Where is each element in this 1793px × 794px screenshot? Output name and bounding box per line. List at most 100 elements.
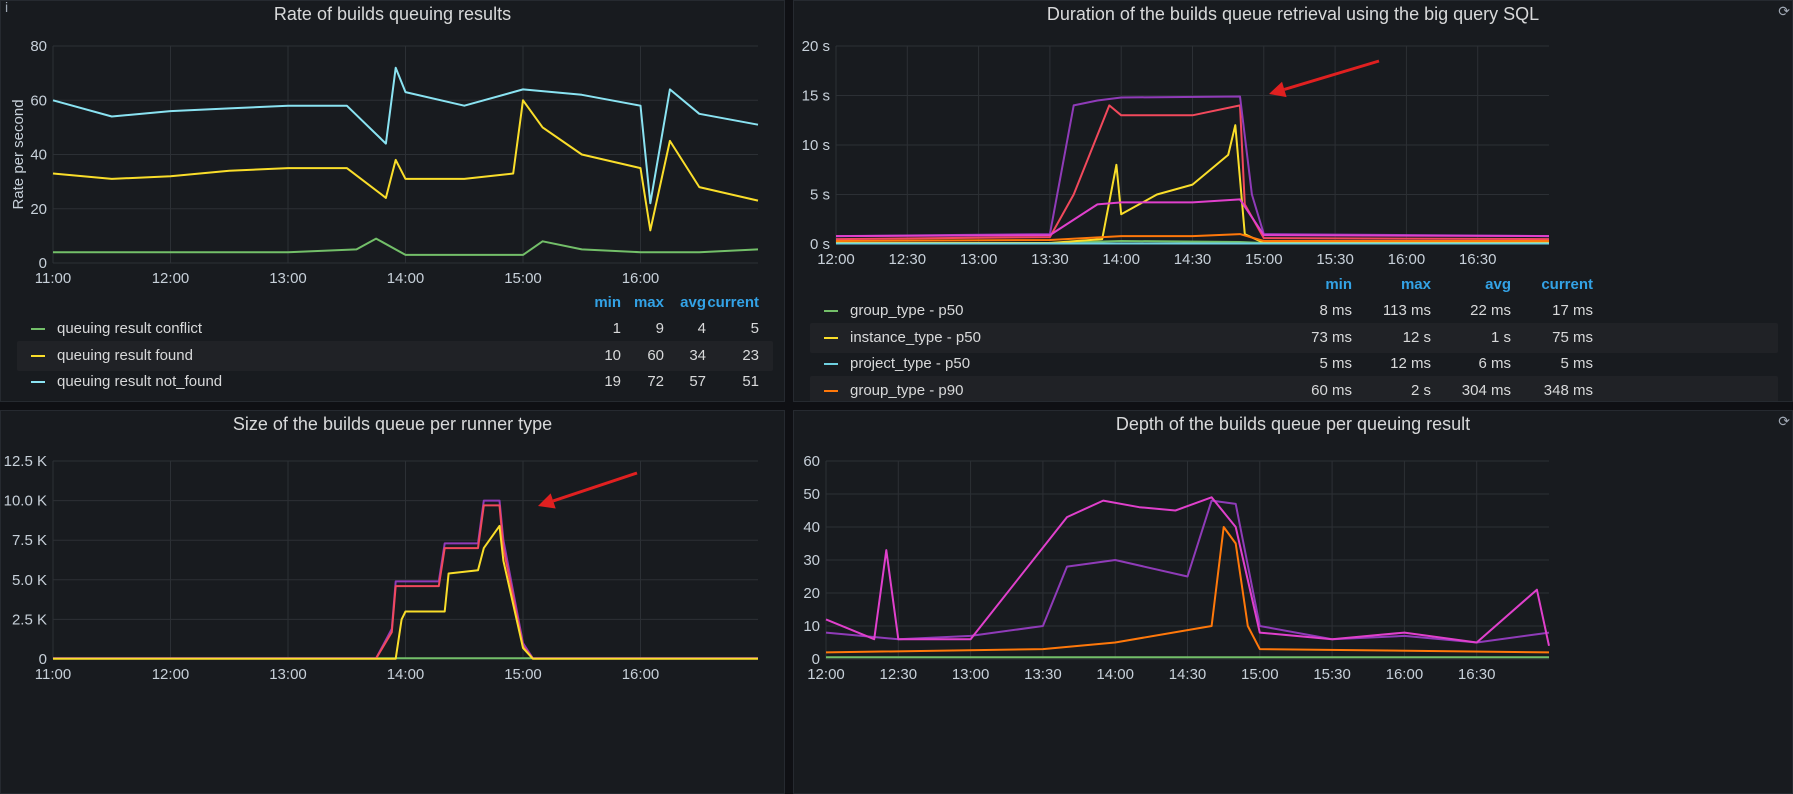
legend-header-min[interactable]: min [1325, 276, 1352, 293]
legend-row[interactable]: group_type - p50 8 ms 113 ms 22 ms 17 ms [810, 296, 1778, 326]
refresh-icon[interactable]: ⟳ [1778, 413, 1790, 429]
x-tick-label: 16:00 [1388, 251, 1426, 268]
legend-value-current: 75 ms [1552, 328, 1593, 346]
legend-value-current: 23 [742, 346, 759, 364]
legend-value-current: 348 ms [1543, 381, 1593, 399]
legend-color-swatch [31, 354, 45, 357]
panel-title[interactable]: Duration of the builds queue retrieval u… [1046, 4, 1540, 24]
legend-series-name[interactable]: queuing result not_found [57, 373, 223, 390]
legend-series-name[interactable]: group_type - p50 [850, 302, 964, 319]
y-tick-label: 0 [39, 651, 47, 668]
x-tick-label: 15:00 [1241, 666, 1279, 683]
legend-series-name[interactable]: queuing result found [57, 346, 193, 364]
legend-row[interactable]: instance_type - p50 73 ms 12 s 1 s 75 ms [810, 322, 1778, 353]
series-line[interactable] [53, 524, 758, 660]
x-tick-label: 15:30 [1313, 666, 1351, 683]
x-tick-label: 12:00 [152, 666, 190, 683]
panel-title[interactable]: Rate of builds queuing results [273, 4, 512, 24]
legend-header-current[interactable]: current [707, 294, 759, 311]
y-tick-label: 40 [30, 147, 47, 164]
y-tick-label: 40 [803, 519, 820, 536]
legend-color-swatch [31, 328, 45, 330]
chart-queue-depth: 0 10 20 30 40 50 60 12:00 12:30 13:00 13:30 14:00 14… [803, 453, 1550, 683]
legend-value-current: 5 ms [1560, 355, 1593, 372]
x-tick-label: 14:30 [1169, 666, 1207, 683]
x-tick-label: 12:30 [880, 666, 918, 683]
legend-color-swatch [824, 389, 838, 392]
panel-queue-size: Size of the builds queue per runner type… [0, 410, 785, 794]
legend-row[interactable]: project_type - p50 5 ms 12 ms 6 ms 5 ms [810, 349, 1778, 379]
y-tick-label: 20 s [802, 38, 830, 55]
x-tick-label: 14:00 [387, 270, 425, 287]
y-axis-label: Rate per second [10, 99, 27, 209]
legend-value-current: 5 [750, 320, 759, 337]
legend-series-name[interactable]: group_type - p90 [850, 381, 964, 399]
legend-series-name[interactable]: instance_type - p50 [850, 328, 981, 346]
y-tick-label: 0 [812, 651, 820, 668]
legend-value-max: 60 [647, 346, 664, 364]
legend-value-max: 72 [647, 373, 664, 390]
series-line[interactable] [53, 237, 759, 256]
x-tick-label: 16:00 [1386, 666, 1424, 683]
info-icon[interactable]: i [5, 0, 9, 15]
legend-header-max[interactable]: max [1400, 276, 1431, 293]
y-tick-label: 0 [39, 255, 47, 272]
legend-value-min: 10 [604, 346, 621, 364]
series-line[interactable] [825, 496, 1550, 647]
legend-value-min: 73 ms [1311, 328, 1352, 346]
legend-header-max[interactable]: max [633, 294, 664, 311]
legend-header-avg[interactable]: avg [1485, 276, 1511, 293]
y-tick-label: 5.0 K [12, 572, 47, 589]
legend-value-max: 12 s [1402, 328, 1431, 346]
series-line[interactable] [825, 499, 1550, 644]
series-line[interactable] [52, 99, 759, 232]
series-line[interactable] [52, 66, 759, 205]
legend-series-name[interactable]: project_type - p50 [850, 355, 971, 372]
x-tick-label: 11:00 [35, 666, 71, 683]
legend-value-min: 60 ms [1311, 381, 1352, 399]
series-line[interactable] [835, 233, 1549, 242]
x-tick-label: 16:00 [622, 270, 660, 287]
legend-value-max: 113 ms [1382, 302, 1431, 319]
x-tick-label: 13:00 [269, 270, 307, 287]
x-tick-label: 12:00 [152, 270, 190, 287]
panel-title[interactable]: Depth of the builds queue per queuing re… [1115, 414, 1471, 434]
annotation-arrow [1283, 59, 1380, 91]
x-tick-label: 12:00 [807, 666, 845, 683]
panel-title[interactable]: Size of the builds queue per runner type [232, 414, 553, 434]
x-tick-label: 13:00 [269, 666, 307, 683]
legend-value-avg: 1 s [1490, 328, 1511, 346]
legend-row[interactable]: queuing result conflict 1 9 4 5 [17, 314, 773, 344]
series-line[interactable] [835, 95, 1550, 238]
legend-row[interactable]: queuing result not_found 19 72 57 51 [17, 367, 773, 397]
legend-value-avg: 22 ms [1470, 302, 1511, 319]
y-tick-label: 60 [803, 453, 820, 470]
legend-color-swatch [31, 381, 45, 383]
legend: min max avg current group_type - p50 8 ms… [810, 273, 1778, 401]
x-tick-label: 15:00 [1245, 251, 1283, 268]
annotation-arrow-head [538, 493, 556, 509]
chart-queue-retrieval-duration: 0 s 5 s 10 s 15 s 20 s 12:00 12:30 13:00 13:30 14… [802, 38, 1550, 268]
legend-header-current[interactable]: current [1541, 276, 1593, 293]
legend-color-swatch [824, 336, 838, 339]
refresh-icon[interactable]: ⟳ [1778, 3, 1790, 19]
x-tick-label: 14:00 [1102, 251, 1140, 268]
y-tick-label: 60 [30, 92, 47, 109]
legend-row[interactable]: group_type - p90 60 ms 2 s 304 ms 348 ms [810, 375, 1778, 401]
series-line[interactable] [835, 198, 1550, 238]
x-tick-label: 14:00 [1096, 666, 1134, 683]
x-tick-label: 16:30 [1459, 251, 1497, 268]
legend-row[interactable]: queuing result found 10 60 34 23 [17, 340, 773, 371]
legend-value-min: 19 [604, 373, 621, 390]
x-tick-label: 11:00 [35, 270, 71, 287]
x-tick-label: 16:00 [622, 666, 660, 683]
series-line[interactable] [825, 526, 1550, 654]
legend-header-avg[interactable]: avg [680, 294, 706, 311]
legend-value-avg: 6 ms [1478, 355, 1511, 372]
legend-header-min[interactable]: min [594, 294, 621, 311]
y-tick-label: 7.5 K [12, 532, 47, 549]
legend-series-name[interactable]: queuing result conflict [57, 320, 203, 337]
legend-value-min: 1 [612, 320, 621, 337]
x-tick-label: 12:30 [889, 251, 927, 268]
y-tick-label: 20 [803, 585, 820, 602]
